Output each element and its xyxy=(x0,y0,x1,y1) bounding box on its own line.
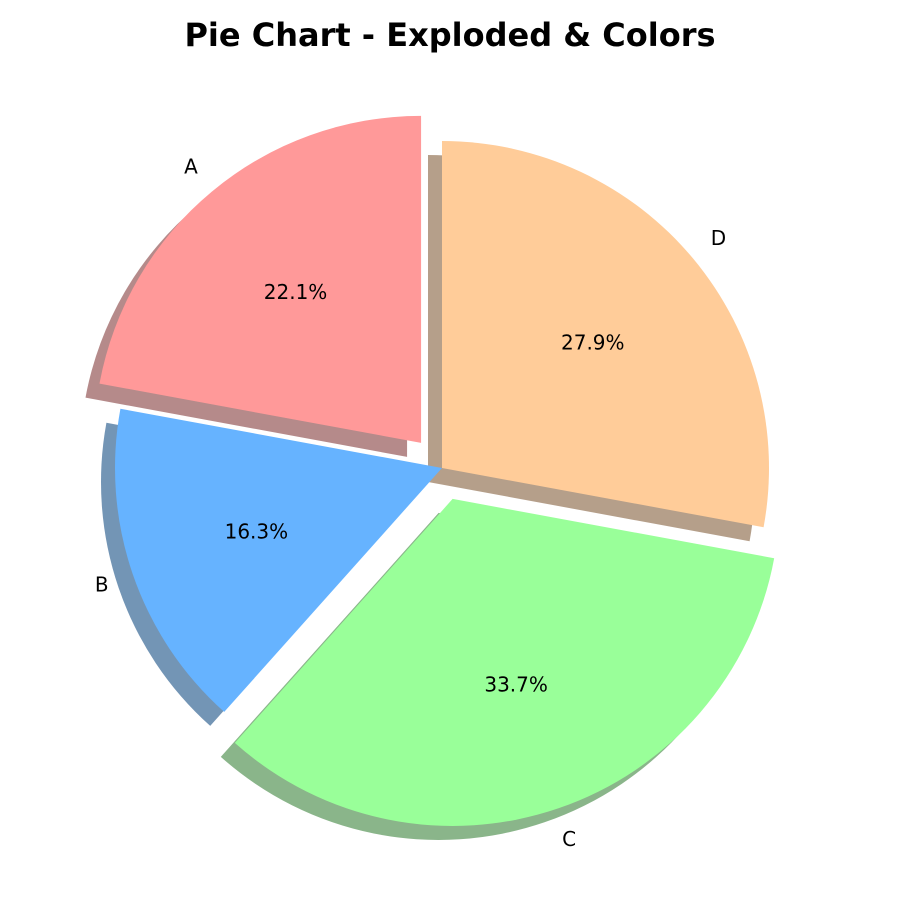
slice-labels: 22.1% A 16.3% B 33.7% C 27.9% D xyxy=(95,154,726,851)
chart-title: Pie Chart - Exploded & Colors xyxy=(184,16,715,54)
slice-label-a: A xyxy=(184,154,198,178)
slice-percent-c: 33.7% xyxy=(484,673,548,697)
slice-a xyxy=(99,115,422,443)
slice-d xyxy=(442,141,770,528)
slice-percent-d: 27.9% xyxy=(561,330,625,354)
slice-label-c: C xyxy=(562,827,576,851)
slice-label-d: D xyxy=(711,226,726,250)
slice-label-b: B xyxy=(95,573,109,597)
slice-c xyxy=(234,498,775,826)
slice-percent-b: 16.3% xyxy=(225,520,289,544)
slices xyxy=(99,115,775,826)
slice-b xyxy=(115,408,442,712)
slice-percent-a: 22.1% xyxy=(264,280,328,304)
